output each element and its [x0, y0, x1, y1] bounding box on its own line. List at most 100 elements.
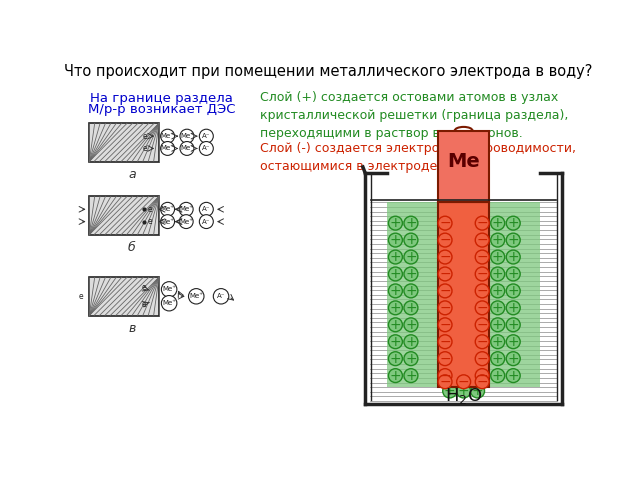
Circle shape: [491, 335, 505, 348]
Text: e: e: [143, 132, 147, 141]
Circle shape: [199, 203, 213, 216]
Circle shape: [476, 335, 489, 348]
Text: +: +: [472, 384, 483, 398]
Text: −: −: [476, 301, 488, 315]
Circle shape: [506, 352, 520, 366]
Text: Mе⁺: Mе⁺: [162, 287, 176, 292]
Circle shape: [438, 375, 452, 389]
Circle shape: [404, 250, 418, 264]
Text: +: +: [508, 216, 519, 230]
Text: +: +: [405, 369, 417, 383]
Text: −: −: [476, 375, 488, 389]
Text: Me: Me: [447, 152, 480, 171]
Bar: [438, 203, 489, 387]
Text: −: −: [439, 335, 451, 349]
Circle shape: [470, 384, 484, 398]
Text: +: +: [508, 267, 519, 281]
Text: −: −: [439, 369, 451, 383]
Text: +: +: [405, 267, 417, 281]
Text: а: а: [128, 168, 136, 180]
Circle shape: [457, 384, 470, 398]
Text: −: −: [439, 352, 451, 366]
Text: +: +: [492, 352, 504, 366]
Text: Что происходит при помещении металлического электрода в воду?: Что происходит при помещении металлическ…: [64, 64, 592, 79]
Text: +: +: [492, 216, 504, 230]
Text: +: +: [405, 335, 417, 349]
Circle shape: [404, 318, 418, 332]
Text: +: +: [390, 352, 401, 366]
Text: +: +: [508, 352, 519, 366]
Circle shape: [443, 384, 457, 398]
Text: −: −: [439, 267, 451, 281]
Text: e: e: [141, 300, 146, 309]
Circle shape: [404, 369, 418, 383]
Text: e: e: [143, 144, 147, 153]
Circle shape: [180, 129, 194, 143]
Circle shape: [388, 267, 403, 281]
Circle shape: [199, 129, 213, 143]
Circle shape: [476, 267, 489, 281]
Circle shape: [388, 352, 403, 366]
Text: −: −: [476, 335, 488, 349]
Text: Mе⁺: Mе⁺: [180, 133, 194, 139]
Circle shape: [388, 250, 403, 264]
Text: На границе раздела: На границе раздела: [90, 92, 233, 105]
Circle shape: [491, 352, 505, 366]
Circle shape: [506, 250, 520, 264]
Circle shape: [491, 267, 505, 281]
Text: −: −: [476, 369, 488, 383]
Circle shape: [491, 301, 505, 315]
Circle shape: [438, 250, 452, 264]
Text: +: +: [508, 250, 519, 264]
Circle shape: [506, 335, 520, 348]
Text: Слой (-) создается электронами проводимости,
остающимися в электроде.: Слой (-) создается электронами проводимо…: [260, 142, 576, 173]
Circle shape: [476, 250, 489, 264]
Text: A⁻: A⁻: [202, 206, 211, 212]
Text: М/р-р возникает ДЭС: М/р-р возникает ДЭС: [88, 103, 235, 116]
Circle shape: [476, 369, 489, 383]
Text: e: e: [147, 217, 152, 226]
Circle shape: [404, 335, 418, 348]
Circle shape: [491, 216, 505, 230]
Text: +: +: [405, 352, 417, 366]
Text: +: +: [492, 369, 504, 383]
Text: +: +: [405, 301, 417, 315]
Circle shape: [491, 250, 505, 264]
Circle shape: [506, 267, 520, 281]
Circle shape: [438, 318, 452, 332]
Text: −: −: [439, 375, 451, 389]
Text: +: +: [492, 318, 504, 332]
Circle shape: [506, 233, 520, 247]
Circle shape: [161, 296, 177, 311]
Text: −: −: [476, 216, 488, 230]
Circle shape: [491, 318, 505, 332]
Text: +: +: [492, 335, 504, 349]
Text: +: +: [492, 250, 504, 264]
Circle shape: [388, 369, 403, 383]
Text: −: −: [439, 301, 451, 315]
Text: Mе⁺: Mе⁺: [161, 145, 175, 152]
Text: +: +: [508, 284, 519, 298]
Circle shape: [180, 142, 194, 156]
Circle shape: [476, 301, 489, 315]
Circle shape: [491, 233, 505, 247]
Circle shape: [404, 267, 418, 281]
Text: A⁻: A⁻: [202, 218, 211, 225]
Text: +: +: [405, 318, 417, 332]
Text: +: +: [492, 301, 504, 315]
Text: +: +: [458, 384, 469, 398]
Circle shape: [189, 288, 204, 304]
Circle shape: [404, 216, 418, 230]
Circle shape: [388, 318, 403, 332]
Text: +: +: [508, 301, 519, 315]
Text: +: +: [492, 267, 504, 281]
Circle shape: [199, 142, 213, 156]
Text: +: +: [390, 318, 401, 332]
Circle shape: [438, 216, 452, 230]
Circle shape: [161, 203, 175, 216]
Text: Mе⁺: Mе⁺: [189, 293, 204, 300]
Circle shape: [388, 335, 403, 348]
Circle shape: [476, 352, 489, 366]
Circle shape: [199, 215, 213, 228]
Text: −: −: [439, 216, 451, 230]
